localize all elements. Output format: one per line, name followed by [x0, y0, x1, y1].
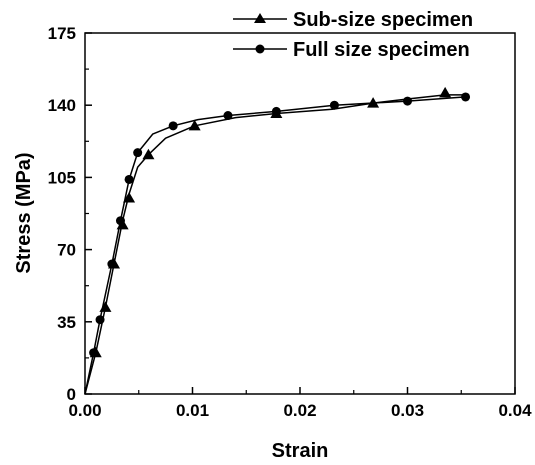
triangle-marker [123, 192, 136, 203]
series-line-full-size [84, 96, 466, 395]
circle-marker [271, 106, 281, 116]
triangle-marker [99, 301, 112, 312]
circle-marker [223, 111, 233, 121]
series-line-sub-size [84, 94, 464, 395]
legend-triangle-icon [254, 13, 266, 23]
triangle-marker [188, 119, 201, 131]
x-tick-label: 0.03 [391, 401, 424, 420]
circle-marker [133, 148, 143, 158]
legend-label-full-size: Full size specimen [293, 39, 470, 61]
y-tick-label: 35 [57, 313, 76, 332]
x-tick-label: 0.01 [176, 401, 209, 420]
y-axis-title: Stress (MPa) [13, 152, 35, 273]
y-tick-label: 175 [48, 24, 76, 43]
circle-marker [124, 174, 134, 184]
plot-frame [84, 32, 516, 395]
circle-marker [115, 216, 125, 226]
circle-marker [107, 259, 117, 269]
legend-label-sub-size: Sub-size specimen [293, 9, 473, 31]
series-layer [84, 86, 471, 395]
x-tick-label: 0.02 [283, 401, 316, 420]
circle-marker [95, 315, 105, 325]
y-tick-label: 105 [48, 168, 76, 187]
x-axis-ticks: 0.00 0.01 0.02 0.03 0.04 [68, 387, 532, 420]
y-tick-label: 0 [67, 385, 76, 404]
x-tick-label: 0.00 [68, 401, 101, 420]
circle-marker [168, 121, 178, 131]
circle-marker [403, 96, 412, 106]
y-tick-label: 70 [57, 241, 76, 260]
legend-circle-icon [255, 44, 265, 54]
y-tick-label: 140 [48, 96, 76, 115]
y-axis-ticks: 0 35 70 105 140 175 [48, 24, 92, 404]
legend: Sub-size specimen Full size specimen [233, 9, 473, 61]
x-tick-label: 0.04 [498, 401, 532, 420]
triangle-marker [142, 148, 155, 160]
triangle-marker [439, 86, 452, 98]
circle-marker [461, 92, 471, 102]
x-axis-title: Strain [272, 440, 329, 462]
circle-marker [329, 100, 339, 110]
circle-marker [89, 348, 99, 358]
